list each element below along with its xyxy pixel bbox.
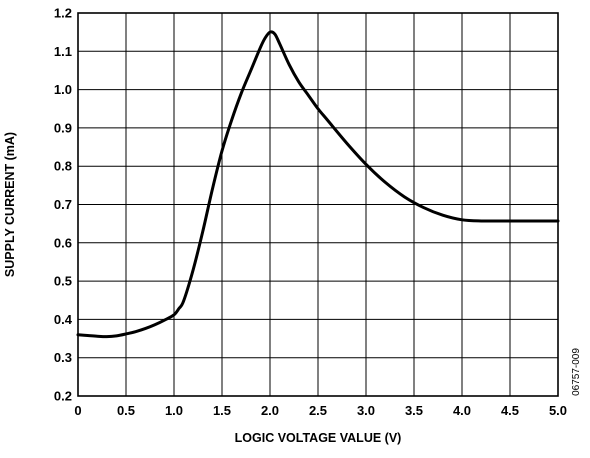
y-axis-title: SUPPLY CURRENT (mA) — [3, 132, 17, 277]
y-tick-label: 0.2 — [54, 389, 72, 404]
x-tick-label: 1.5 — [213, 403, 231, 418]
y-tick-label: 0.7 — [54, 197, 72, 212]
x-tick-label: 0.5 — [117, 403, 135, 418]
y-tick-label: 1.0 — [54, 82, 72, 97]
y-tick-label: 1.2 — [54, 6, 72, 21]
x-tick-label: 2.0 — [261, 403, 279, 418]
x-tick-labels: 0 0.5 1.0 1.5 2.0 2.5 3.0 3.5 4.0 4.5 5.0 — [74, 403, 567, 418]
x-tick-label: 1.0 — [165, 403, 183, 418]
y-tick-label: 0.3 — [54, 350, 72, 365]
y-tick-label: 0.4 — [54, 312, 73, 327]
x-tick-label: 3.0 — [357, 403, 375, 418]
y-tick-labels: 0.2 0.3 0.4 0.5 0.6 0.7 0.8 0.9 1.0 1.1 1.2 — [54, 6, 73, 404]
y-tick-label: 1.1 — [54, 44, 72, 59]
y-tick-label: 0.5 — [54, 274, 72, 289]
x-axis-title: LOGIC VOLTAGE VALUE (V) — [235, 431, 402, 445]
series-layer — [76, 30, 560, 339]
supply-current-curve — [76, 30, 560, 339]
y-tick-label: 0.9 — [54, 120, 72, 135]
y-tick-label: 0.8 — [54, 159, 72, 174]
x-tick-label: 5.0 — [549, 403, 567, 418]
x-tick-label: 4.5 — [501, 403, 519, 418]
x-tick-label: 4.0 — [453, 403, 471, 418]
x-tick-label: 0 — [74, 403, 81, 418]
grid — [77, 12, 559, 397]
x-tick-label: 2.5 — [309, 403, 327, 418]
y-tick-label: 0.6 — [54, 235, 72, 250]
figure-id-annotation: 06757-009 — [571, 348, 582, 396]
x-tick-label: 3.5 — [405, 403, 423, 418]
plot-frame — [77, 12, 559, 397]
